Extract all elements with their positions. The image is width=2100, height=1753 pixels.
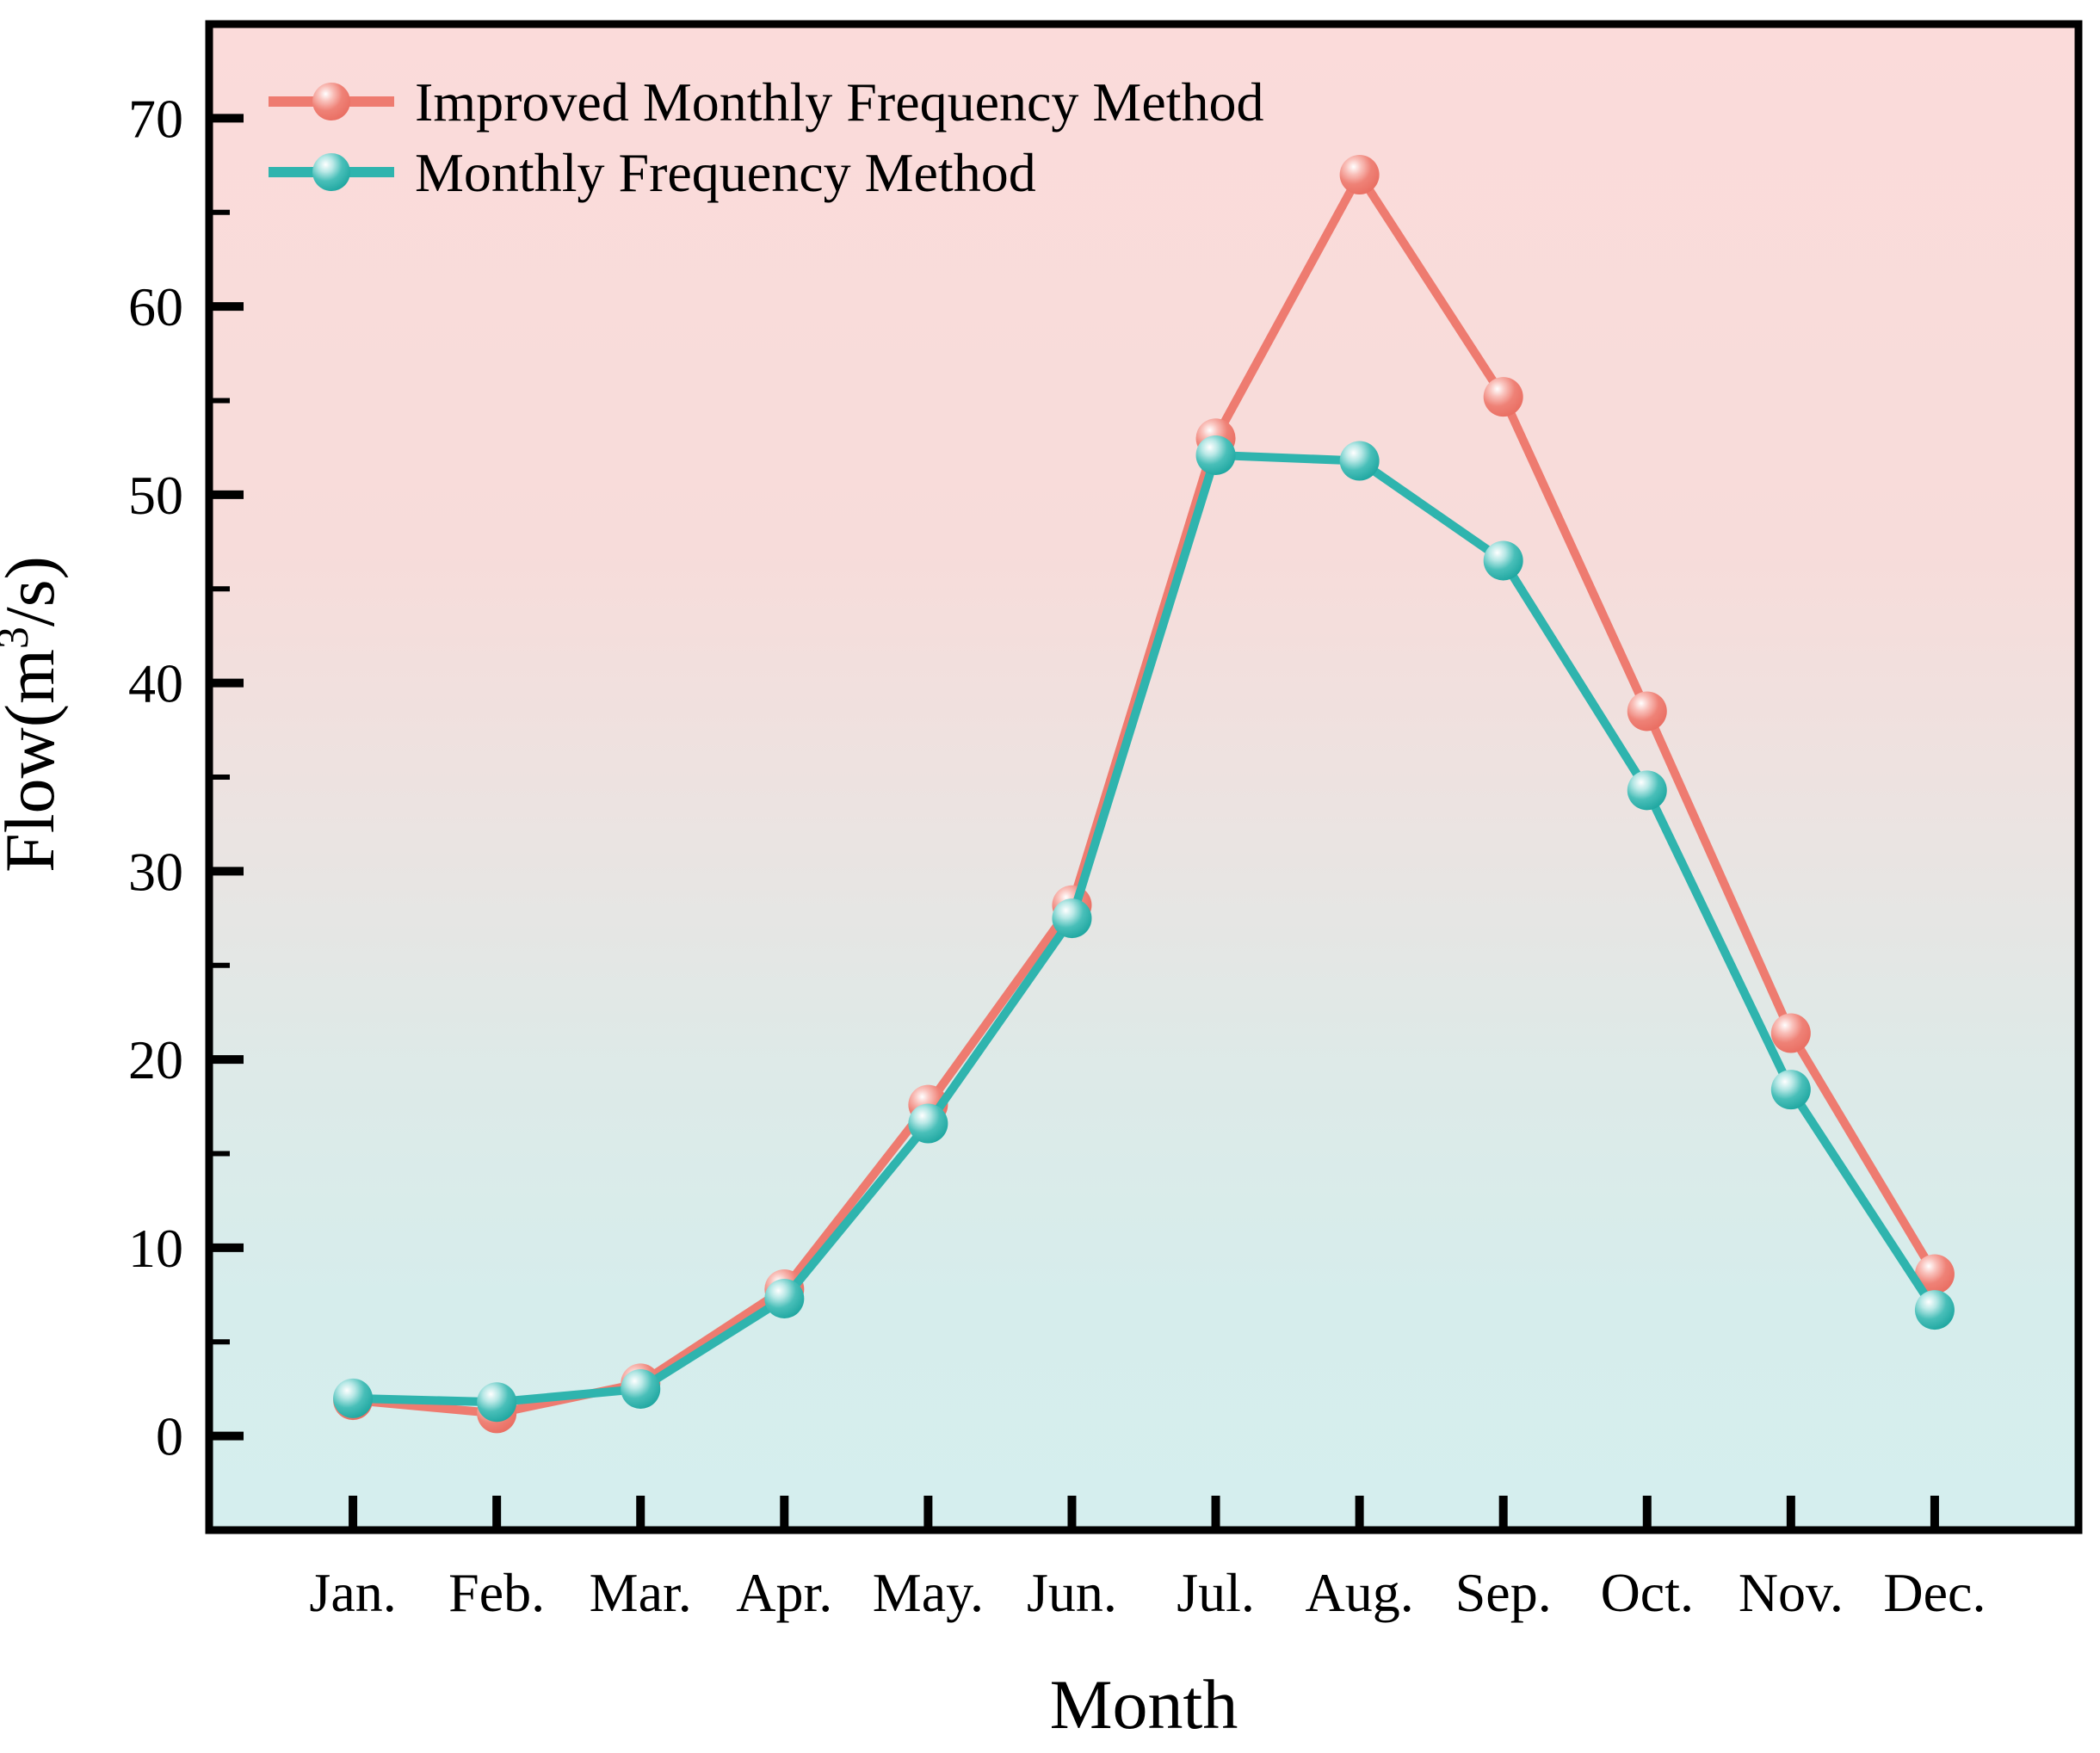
x-tick-label: Jun.: [1027, 1562, 1117, 1623]
x-tick-label: Apr.: [736, 1562, 832, 1623]
legend-label-monthly: Monthly Frequency Method: [415, 142, 1036, 203]
x-tick-label: Oct.: [1601, 1562, 1694, 1623]
data-point-monthly-Mar.: [621, 1368, 661, 1409]
x-tick-label: Feb.: [448, 1562, 545, 1623]
data-point-monthly-Feb.: [477, 1382, 517, 1423]
x-axis-title: Month: [1050, 1665, 1238, 1744]
y-tick-label: 50: [128, 465, 183, 526]
y-axis-title: Flow(m3/s): [0, 556, 69, 873]
data-point-monthly-Oct.: [1627, 770, 1667, 811]
y-tick-label: 70: [128, 88, 183, 149]
x-tick-label: Jul.: [1177, 1562, 1255, 1623]
data-point-monthly-Nov.: [1770, 1070, 1811, 1110]
plot-area-background: [209, 24, 2078, 1530]
data-point-monthly-Dec.: [1914, 1290, 1955, 1330]
x-tick-label: Aug.: [1306, 1562, 1414, 1623]
y-tick-label: 20: [128, 1029, 183, 1090]
legend-label-improved: Improved Monthly Frequency Method: [415, 71, 1264, 133]
legend-item-monthly: Monthly Frequency Method: [269, 142, 1036, 203]
y-tick-label: 0: [156, 1406, 183, 1467]
x-tick-label: Mar.: [590, 1562, 692, 1623]
x-tick-label: Dec.: [1883, 1562, 1986, 1623]
legend: Improved Monthly Frequency Method Monthl…: [269, 71, 1264, 203]
plot-frame: [205, 20, 2083, 1534]
data-point-improved-Sep.: [1483, 377, 1523, 417]
x-tick-label: Nov.: [1739, 1562, 1844, 1623]
legend-marker-monthly-icon: [312, 153, 350, 191]
legend-item-improved: Improved Monthly Frequency Method: [269, 71, 1264, 133]
y-tick-label: 30: [128, 841, 183, 902]
x-tick-label: Sep.: [1455, 1562, 1552, 1623]
data-point-monthly-Sep.: [1483, 540, 1523, 581]
x-tick-label: Jan.: [309, 1562, 396, 1623]
y-tick-label: 60: [128, 276, 183, 337]
series-line-monthly: [349, 450, 1939, 1407]
legend-marker-improved-icon: [312, 83, 350, 120]
data-point-improved-Oct.: [1627, 691, 1667, 731]
x-tick-label: May.: [873, 1562, 984, 1623]
data-point-improved-Aug.: [1339, 155, 1380, 194]
data-point-monthly-Jul.: [1195, 435, 1236, 475]
data-point-monthly-Jun.: [1052, 898, 1092, 939]
data-point-monthly-May.: [908, 1103, 948, 1144]
y-tick-label: 10: [128, 1218, 183, 1279]
data-point-monthly-Aug.: [1339, 441, 1380, 481]
data-point-monthly-Apr.: [764, 1278, 805, 1318]
data-point-monthly-Jan.: [333, 1378, 374, 1418]
data-point-improved-Dec.: [1914, 1254, 1955, 1294]
data-point-improved-Nov.: [1770, 1013, 1811, 1053]
y-tick-label: 40: [128, 653, 183, 714]
